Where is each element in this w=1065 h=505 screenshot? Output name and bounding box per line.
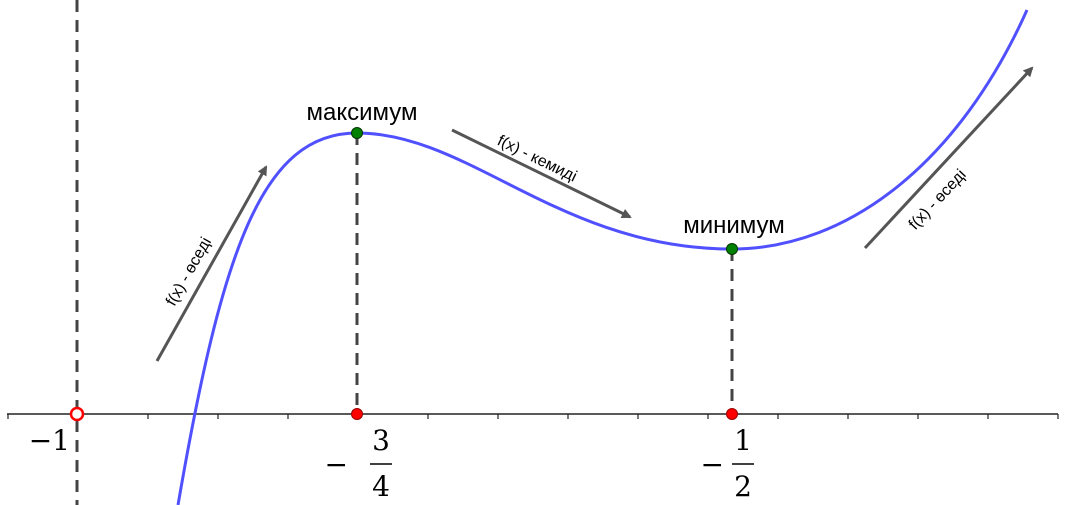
function-curve [176,9,1029,505]
max-x-point [351,408,363,420]
label-minus-sign-3-4: − [325,448,348,481]
decreasing-arrow [451,128,632,219]
minimum-label: минимум [683,212,785,239]
minimum-point [726,243,738,255]
label-numerator-1: 1 [734,424,752,457]
label-denominator-4: 4 [372,470,390,503]
x-axis-ticks [7,414,1059,419]
label-minus-one: −1 [29,424,70,457]
increasing-arrow-left [155,165,268,362]
label-denominator-2: 2 [734,470,752,503]
label-minus-sign-1-2: − [701,448,724,481]
excluded-point [69,406,85,422]
increasing-arrow-right [863,66,1034,250]
min-x-point [726,408,738,420]
maximum-point [351,127,363,139]
maximum-label: максимум [306,99,417,126]
label-numerator-3: 3 [372,424,390,457]
decreasing-label: f(x) - кемиді [494,132,579,185]
increasing-label-right: f(x) - өседі [906,166,970,233]
